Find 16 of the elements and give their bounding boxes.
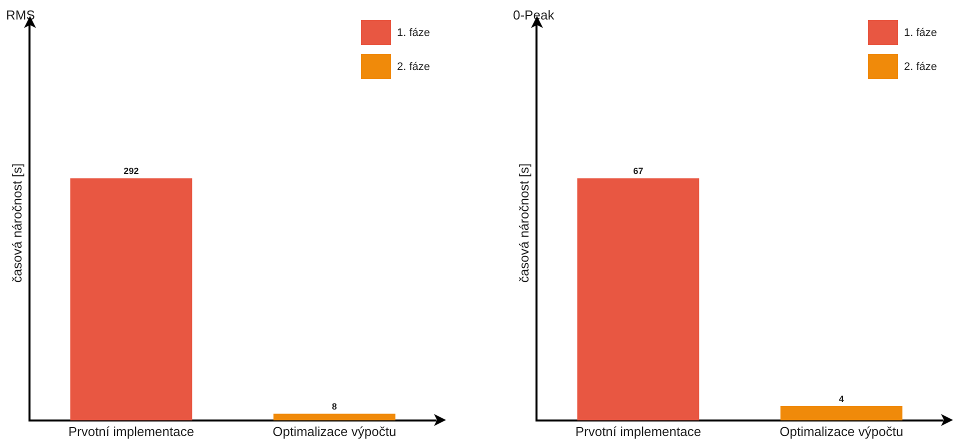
data-label: 4 xyxy=(838,394,844,404)
legend-label: 1. fáze xyxy=(396,26,430,38)
y-axis-title: časová náročnost [s] xyxy=(516,163,532,283)
legend-label: 1. fáze xyxy=(904,26,937,38)
chart-title: 0-Peak xyxy=(513,7,555,22)
x-tick-label: Prvotní implementace xyxy=(68,424,194,439)
legend-label: 2. fáze xyxy=(904,60,937,72)
y-axis-title: časová náročnost [s] xyxy=(9,163,24,283)
chart-title: RMS xyxy=(6,7,36,22)
legend-label: 2. fáze xyxy=(396,60,430,72)
x-tick-label: Prvotní implementace xyxy=(575,424,702,439)
x-tick-label: Optimalizace výpočtu xyxy=(780,424,904,439)
data-label: 292 xyxy=(124,166,139,176)
data-label: 8 xyxy=(332,402,337,412)
data-label: 67 xyxy=(633,166,644,176)
x-tick-label: Optimalizace výpočtu xyxy=(272,424,396,439)
